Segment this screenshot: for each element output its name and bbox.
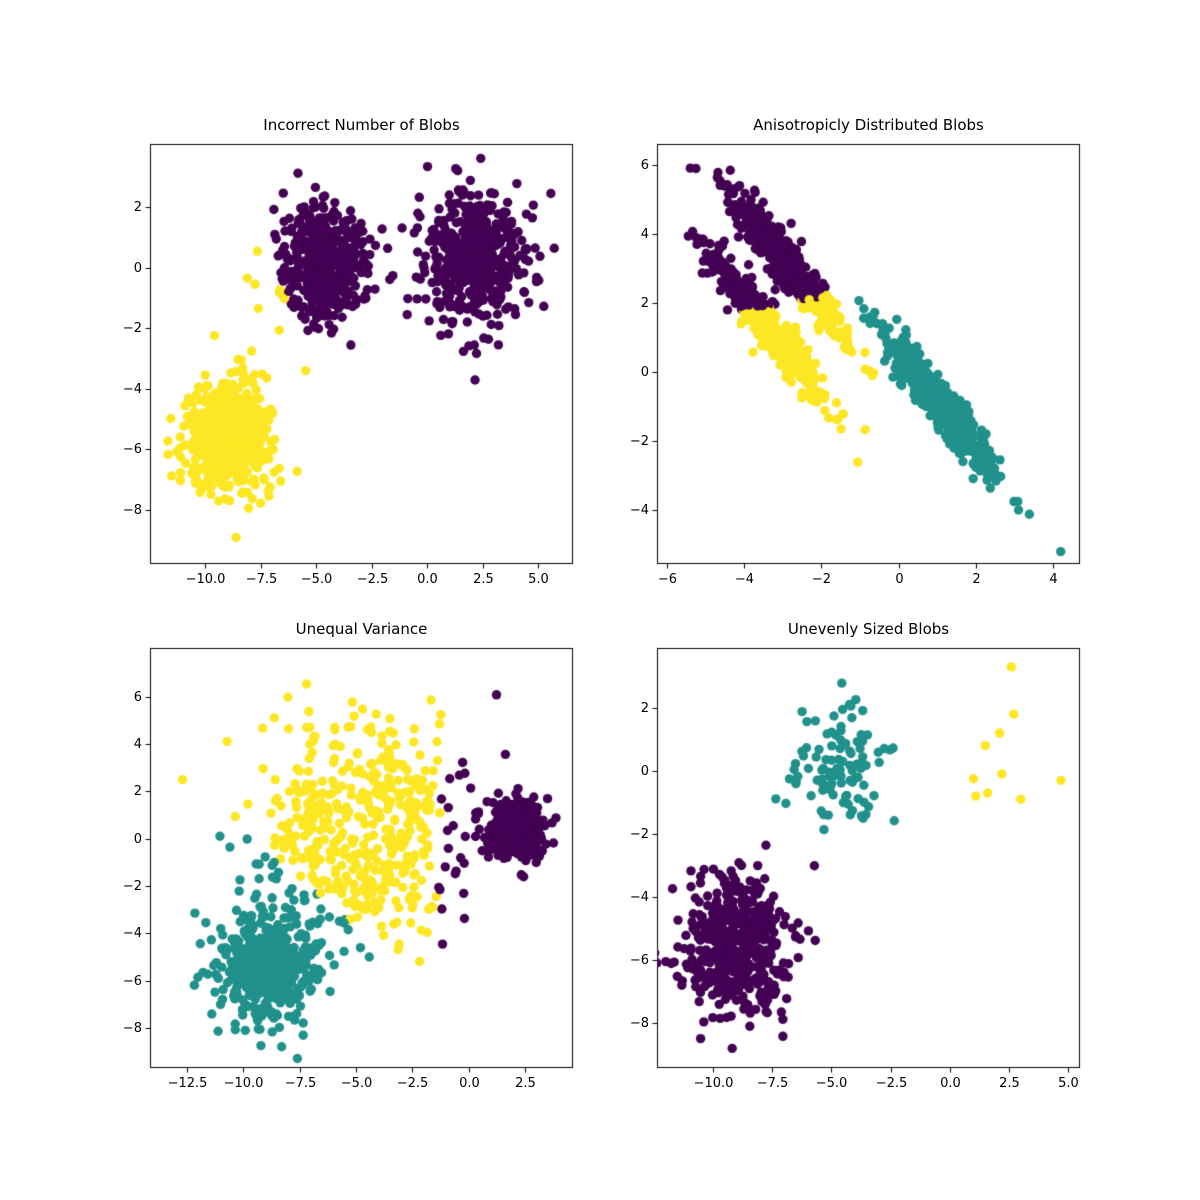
subplot-anisotropicly-distributed-blobs: Anisotropicly Distributed Blobs −6 −4 −2 0 2… — [630, 116, 1088, 587]
scatter-plot-canvas — [649, 640, 1088, 1076]
y-tick-label: −6 — [122, 441, 142, 457]
y-tick-label: 0 — [640, 763, 649, 779]
x-tick-label: −5.0 — [340, 1076, 373, 1091]
x-tick-label: 2.5 — [999, 1076, 1020, 1091]
subplot-title: Anisotropicly Distributed Blobs — [753, 116, 984, 134]
x-tick-label: −2.5 — [875, 1076, 908, 1091]
x-tick-label: −5.0 — [815, 1076, 848, 1091]
y-tick-label: 6 — [133, 689, 142, 705]
x-tick-label: −2 — [811, 572, 832, 587]
scatter-plot-canvas — [142, 136, 581, 572]
x-tick-label: −2.5 — [356, 572, 389, 587]
y-tick-label: −2 — [122, 878, 142, 894]
y-tick-label: −4 — [629, 502, 649, 518]
subplot-title: Unequal Variance — [295, 620, 428, 638]
y-tick-label: −8 — [122, 1020, 142, 1036]
y-tick-label: −2 — [629, 826, 649, 842]
x-tick-label: −7.5 — [245, 572, 278, 587]
x-tick-label: 0.0 — [417, 572, 438, 587]
x-tick-label: 2.5 — [473, 572, 494, 587]
x-tick-label: 0 — [895, 572, 904, 587]
y-tick-label: −2 — [122, 320, 142, 336]
x-tick-label: 5.0 — [528, 572, 549, 587]
y-tick-label: 0 — [133, 260, 142, 276]
y-tick-label: −6 — [122, 973, 142, 989]
y-tick-label: 4 — [640, 226, 649, 242]
x-tick-label: 4 — [1049, 572, 1058, 587]
x-tick-label: 2.5 — [515, 1076, 536, 1091]
y-tick-label: −4 — [122, 381, 142, 397]
x-tick-label: −10.0 — [185, 572, 226, 587]
y-tick-label: 2 — [133, 199, 142, 215]
x-tick-label: −10.0 — [693, 1076, 734, 1091]
x-tick-label: −4 — [734, 572, 755, 587]
x-tick-label: −2.5 — [396, 1076, 429, 1091]
subplot-title: Unevenly Sized Blobs — [787, 620, 950, 638]
y-tick-label: 4 — [133, 736, 142, 752]
y-tick-label: 0 — [640, 364, 649, 380]
y-tick-label: 2 — [640, 295, 649, 311]
x-tick-label: 5.0 — [1058, 1076, 1079, 1091]
x-tick-label: 2 — [972, 572, 981, 587]
subplot-incorrect-number-of-blobs: Incorrect Number of Blobs −10.0 −7.5 −5.0 −… — [123, 116, 581, 587]
y-tick-label: 0 — [133, 831, 142, 847]
y-tick-label: −2 — [629, 433, 649, 449]
subplot-title: Incorrect Number of Blobs — [263, 116, 460, 134]
x-tick-label: −7.5 — [756, 1076, 789, 1091]
y-tick-label: −8 — [629, 1015, 649, 1031]
x-tick-label: −10.0 — [223, 1076, 264, 1091]
y-tick-label: 6 — [640, 157, 649, 173]
scatter-plot-canvas — [649, 136, 1088, 572]
x-tick-label: −6 — [657, 572, 678, 587]
subplot-unequal-variance: Unequal Variance −12.5 −10.0 −7.5 −5.0 −2.5 0… — [123, 620, 581, 1091]
subplot-unevenly-sized-blobs: Unevenly Sized Blobs −10.0 −7.5 −5.0 −2.5 0.… — [630, 620, 1088, 1091]
x-tick-label: −12.5 — [167, 1076, 208, 1091]
y-tick-label: −4 — [122, 925, 142, 941]
x-tick-label: −5.0 — [300, 572, 333, 587]
x-tick-label: 0.0 — [940, 1076, 961, 1091]
y-tick-label: −8 — [122, 502, 142, 518]
y-tick-label: −4 — [629, 889, 649, 905]
y-tick-label: −6 — [629, 952, 649, 968]
x-tick-label: 0.0 — [459, 1076, 480, 1091]
y-tick-label: 2 — [640, 700, 649, 716]
x-tick-label: −7.5 — [284, 1076, 317, 1091]
scatter-plot-canvas — [142, 640, 581, 1076]
y-tick-label: 2 — [133, 783, 142, 799]
